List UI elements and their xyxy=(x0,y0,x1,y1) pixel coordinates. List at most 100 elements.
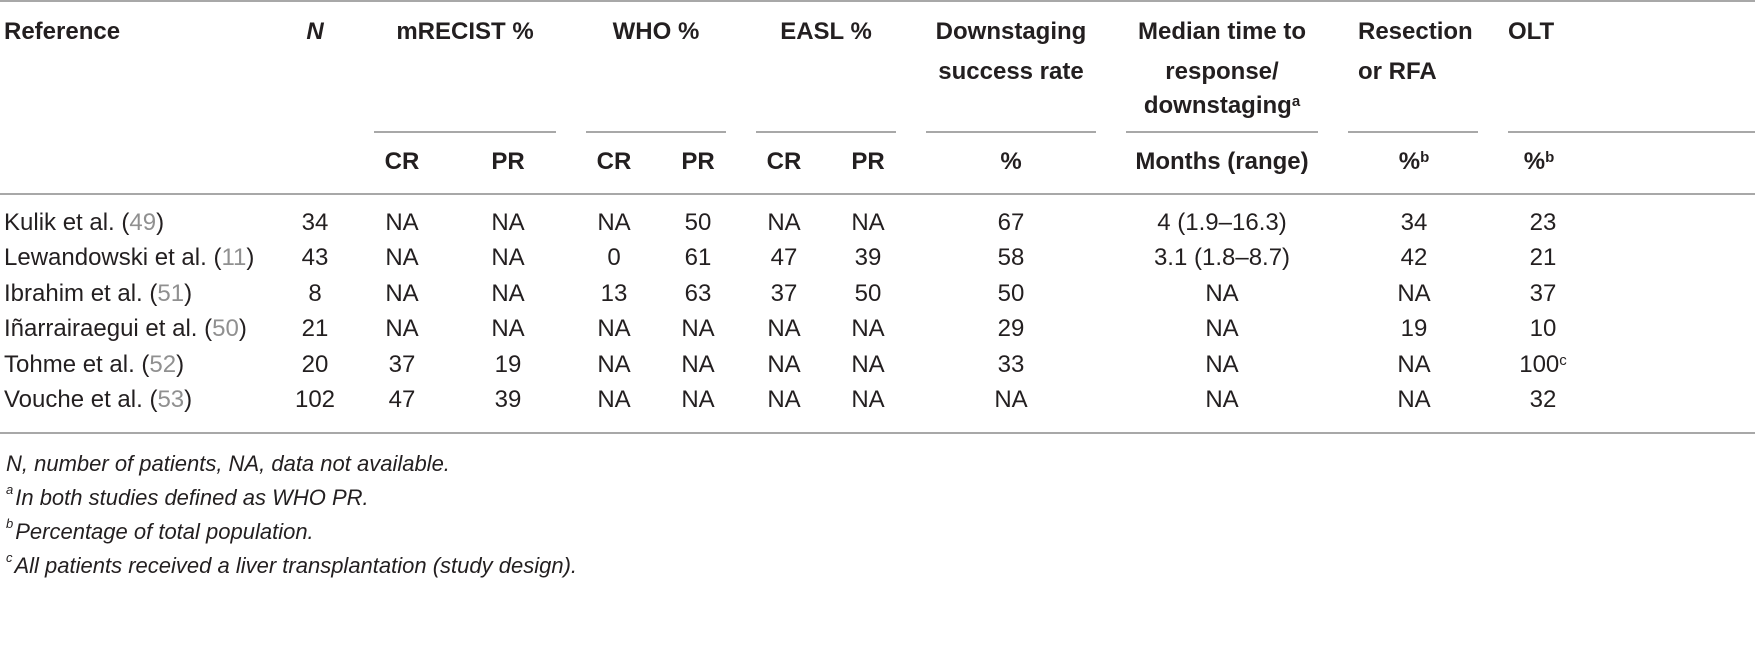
citation-link[interactable]: 11 xyxy=(221,244,247,271)
spanner-rule-resection xyxy=(1348,131,1478,133)
spanner-rule-median xyxy=(1126,131,1318,133)
col-header-downstaging-line1: Downstaging xyxy=(935,18,1087,45)
cell-m-pr: NA xyxy=(491,280,525,307)
subheader-easl-cr: CR xyxy=(766,148,802,175)
cell-m-pr: 39 xyxy=(494,386,522,413)
col-header-median-line3: downstaginga xyxy=(1143,92,1301,119)
col-header-easl: EASL % xyxy=(780,18,872,45)
subheader-who-pr: PR xyxy=(681,148,715,175)
col-header-reference: Reference xyxy=(4,18,121,45)
cell-w-pr: NA xyxy=(681,386,715,413)
footnote: aIn both studies defined as WHO PR. xyxy=(6,482,369,510)
subheader-months-range: Months (range) xyxy=(1135,148,1309,175)
cell-e-pr: NA xyxy=(851,209,885,236)
cell-m-cr: 37 xyxy=(388,351,416,378)
col-header-downstaging-line2: success rate xyxy=(938,58,1084,85)
cell-res: 42 xyxy=(1400,244,1428,271)
cell-m-cr: NA xyxy=(385,209,419,236)
cell-median: 3.1 (1.8–8.7) xyxy=(1153,244,1291,271)
cell-w-cr: 13 xyxy=(600,280,628,307)
cell-median: NA xyxy=(1205,315,1239,342)
cell-median: NA xyxy=(1205,280,1239,307)
cell-m-pr: NA xyxy=(491,209,525,236)
cell-n: 34 xyxy=(301,209,329,236)
subheader-mrecist-pr: PR xyxy=(491,148,525,175)
cell-e-cr: 47 xyxy=(770,244,798,271)
cell-e-pr: 50 xyxy=(854,280,882,307)
cell-res: NA xyxy=(1397,351,1431,378)
cell-olt: 100c xyxy=(1519,351,1567,378)
cell-reference: Lewandowski et al. (11) xyxy=(4,244,255,271)
cell-reference: Vouche et al. (53) xyxy=(4,386,193,413)
subheader-olt-pct: %b xyxy=(1523,148,1555,175)
col-header-resection-line1: Resection xyxy=(1358,18,1473,45)
cell-down: 50 xyxy=(997,280,1025,307)
citation-link[interactable]: 52 xyxy=(149,351,177,378)
header-bottom-rule xyxy=(0,193,1755,195)
cell-down: 29 xyxy=(997,315,1025,342)
cell-w-pr: 61 xyxy=(684,244,712,271)
cell-w-pr: 50 xyxy=(684,209,712,236)
cell-w-cr: NA xyxy=(597,209,631,236)
subheader-resection-pct: %b xyxy=(1398,148,1430,175)
cell-n: 102 xyxy=(294,386,336,413)
cell-olt: 37 xyxy=(1529,280,1557,307)
cell-e-pr: NA xyxy=(851,386,885,413)
spanner-rule-mrecist xyxy=(374,131,556,133)
bottom-rule xyxy=(0,432,1755,434)
cell-m-pr: NA xyxy=(491,315,525,342)
citation-link[interactable]: 51 xyxy=(157,280,185,307)
cell-e-cr: NA xyxy=(767,351,801,378)
cell-median: 4 (1.9–16.3) xyxy=(1157,209,1287,236)
cell-down: 67 xyxy=(997,209,1025,236)
cell-w-cr: NA xyxy=(597,351,631,378)
spanner-rule-downstaging xyxy=(926,131,1096,133)
col-header-resection-line2: or RFA xyxy=(1358,58,1437,85)
cell-w-pr: 63 xyxy=(684,280,712,307)
cell-e-pr: 39 xyxy=(854,244,882,271)
cell-median: NA xyxy=(1205,351,1239,378)
subheader-downstaging-pct: % xyxy=(1000,148,1022,175)
subheader-mrecist-cr: CR xyxy=(384,148,420,175)
spanner-rule-who xyxy=(586,131,726,133)
cell-reference: Kulik et al. (49) xyxy=(4,209,165,236)
col-header-median-line2: response/ xyxy=(1165,58,1279,85)
cell-e-cr: NA xyxy=(767,386,801,413)
cell-e-cr: NA xyxy=(767,209,801,236)
col-header-mrecist: mRECIST % xyxy=(396,18,534,45)
spanner-rule-olt xyxy=(1508,131,1755,133)
citation-link[interactable]: 53 xyxy=(157,386,185,413)
cell-w-pr: NA xyxy=(681,351,715,378)
cell-reference: Tohme et al. (52) xyxy=(4,351,185,378)
cell-n: 43 xyxy=(301,244,329,271)
cell-m-pr: 19 xyxy=(494,351,522,378)
cell-down: 58 xyxy=(997,244,1025,271)
cell-n: 20 xyxy=(301,351,329,378)
cell-m-pr: NA xyxy=(491,244,525,271)
citation-link[interactable]: 49 xyxy=(129,209,157,236)
col-header-who: WHO % xyxy=(612,18,700,45)
cell-w-cr: 0 xyxy=(607,244,621,271)
citation-link[interactable]: 50 xyxy=(212,315,239,342)
spanner-rule-easl xyxy=(756,131,896,133)
cell-m-cr: NA xyxy=(385,244,419,271)
col-header-median-line1: Median time to xyxy=(1137,18,1306,45)
cell-olt: 32 xyxy=(1529,386,1557,413)
cell-e-cr: 37 xyxy=(770,280,798,307)
cell-res: 34 xyxy=(1400,209,1428,236)
col-header-olt: OLT xyxy=(1508,18,1555,45)
cell-m-cr: NA xyxy=(385,315,419,342)
top-rule xyxy=(0,0,1755,2)
cell-w-cr: NA xyxy=(597,386,631,413)
subheader-who-cr: CR xyxy=(596,148,632,175)
footnote: N, number of patients, NA, data not avai… xyxy=(6,451,450,476)
cell-e-pr: NA xyxy=(851,351,885,378)
footnote: cAll patients received a liver transplan… xyxy=(6,550,578,578)
cell-n: 21 xyxy=(301,315,329,342)
cell-e-cr: NA xyxy=(767,315,801,342)
cell-res: NA xyxy=(1397,386,1431,413)
cell-m-cr: NA xyxy=(385,280,419,307)
cell-median: NA xyxy=(1205,386,1239,413)
cell-olt: 21 xyxy=(1529,244,1557,271)
footnote: bPercentage of total population. xyxy=(6,516,314,544)
